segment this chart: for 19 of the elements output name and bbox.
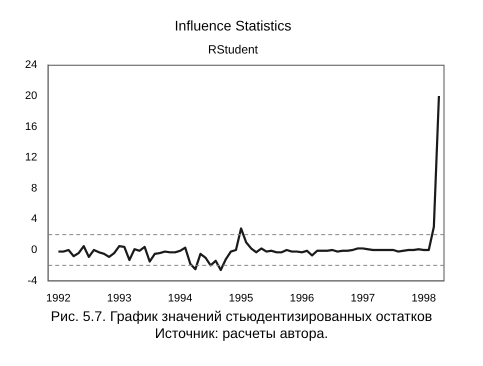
y-tick-label: 8	[31, 182, 38, 194]
y-tick-label: 16	[24, 120, 38, 133]
x-tick-label: 1992	[46, 292, 71, 304]
y-tick-label: -4	[27, 274, 38, 287]
y-tick-label: 20	[24, 90, 38, 102]
x-tick-label: 1997	[350, 292, 376, 304]
x-tick-label: 1996	[290, 292, 314, 304]
y-tick-label: 4	[31, 213, 38, 226]
y-tick-label: 12	[24, 152, 38, 164]
y-tick-label: 0	[31, 244, 38, 256]
chart-title: Influence Statistics	[174, 17, 292, 34]
x-tick-label: 1993	[107, 292, 132, 304]
y-tick-label: 24	[24, 59, 38, 72]
x-tick-label: 1994	[168, 292, 192, 304]
text: Рис. 5.7. График значений стьюдентизированных остатков	[50, 308, 434, 325]
x-tick-label: 1995	[228, 292, 254, 304]
x-tick-label: 1998	[411, 292, 436, 304]
chart-subtitle: RStudent	[208, 42, 259, 56]
text: Источник: расчеты автора.	[154, 325, 330, 342]
